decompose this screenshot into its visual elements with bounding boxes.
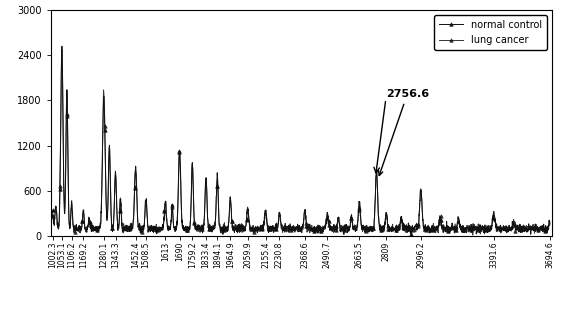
- lung cancer: [291, 225, 298, 229]
- normal control: [533, 228, 539, 232]
- lung cancer: [49, 215, 56, 218]
- Legend: normal control, lung cancer: normal control, lung cancer: [434, 15, 547, 50]
- normal control: [533, 226, 539, 230]
- normal control: [49, 208, 56, 212]
- lung cancer: [470, 233, 476, 237]
- normal control: [278, 223, 285, 227]
- normal control: [441, 226, 448, 230]
- lung cancer: [278, 226, 285, 230]
- lung cancer: [441, 229, 448, 233]
- lung cancer: [59, 48, 65, 51]
- Line: lung cancer: lung cancer: [51, 48, 552, 237]
- normal control: [547, 221, 553, 225]
- Text: 2756.6: 2756.6: [378, 89, 429, 175]
- lung cancer: [75, 227, 82, 231]
- Line: normal control: normal control: [51, 45, 552, 236]
- lung cancer: [533, 227, 539, 231]
- lung cancer: [547, 223, 553, 227]
- normal control: [75, 229, 82, 233]
- normal control: [59, 44, 65, 48]
- lung cancer: [533, 225, 539, 229]
- normal control: [341, 233, 347, 236]
- normal control: [291, 229, 298, 233]
